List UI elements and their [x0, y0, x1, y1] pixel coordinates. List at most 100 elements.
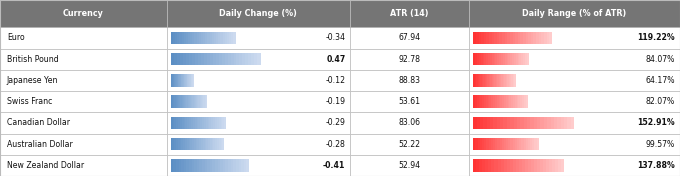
Bar [201, 95, 203, 108]
Bar [483, 117, 487, 129]
Bar [350, 134, 469, 155]
Bar [189, 74, 190, 87]
Bar [507, 53, 509, 65]
Bar [350, 27, 469, 49]
Bar [496, 53, 498, 65]
Bar [490, 117, 494, 129]
Bar [505, 74, 506, 87]
Bar [190, 138, 192, 150]
Bar [554, 117, 558, 129]
Bar [173, 53, 177, 65]
Bar [519, 159, 522, 172]
Text: 52.94: 52.94 [398, 161, 421, 170]
Bar [202, 95, 204, 108]
Bar [503, 53, 505, 65]
Bar [479, 53, 481, 65]
Text: Canadian Dollar: Canadian Dollar [7, 118, 70, 127]
Bar [498, 74, 500, 87]
Bar [525, 53, 527, 65]
Bar [513, 138, 515, 150]
Bar [176, 74, 177, 87]
Bar [528, 159, 531, 172]
Bar [195, 95, 197, 108]
Bar [497, 138, 500, 150]
Bar [497, 32, 500, 44]
Bar [206, 117, 208, 129]
Bar [186, 95, 188, 108]
Bar [207, 159, 210, 172]
Bar [494, 53, 496, 65]
Bar [207, 32, 210, 44]
Bar [480, 74, 482, 87]
Bar [171, 95, 172, 108]
Bar [482, 159, 486, 172]
Text: 64.17%: 64.17% [646, 76, 675, 85]
Bar [182, 138, 184, 150]
Bar [350, 0, 469, 27]
Bar [0, 155, 167, 176]
Bar [476, 32, 479, 44]
Bar [515, 32, 518, 44]
Bar [220, 117, 223, 129]
Bar [509, 159, 513, 172]
Bar [213, 53, 216, 65]
Bar [173, 95, 175, 108]
Bar [183, 138, 185, 150]
Bar [193, 74, 194, 87]
Bar [194, 138, 196, 150]
Bar [209, 32, 212, 44]
Bar [469, 112, 680, 134]
Bar [196, 138, 198, 150]
Bar [496, 74, 498, 87]
Bar [185, 95, 187, 108]
Bar [494, 32, 497, 44]
Bar [226, 159, 228, 172]
Text: 99.57%: 99.57% [646, 140, 675, 149]
Bar [537, 117, 541, 129]
Bar [500, 159, 504, 172]
Bar [495, 138, 498, 150]
Bar [0, 0, 167, 27]
Bar [530, 117, 534, 129]
Bar [537, 159, 540, 172]
Bar [202, 159, 205, 172]
Bar [205, 32, 208, 44]
Bar [216, 53, 219, 65]
Bar [490, 95, 492, 108]
Bar [473, 53, 475, 65]
Bar [203, 32, 205, 44]
Bar [175, 95, 177, 108]
Bar [206, 138, 209, 150]
Bar [254, 53, 258, 65]
Bar [564, 117, 568, 129]
Bar [189, 95, 190, 108]
Bar [473, 74, 475, 87]
Bar [237, 53, 240, 65]
Bar [225, 32, 227, 44]
Bar [199, 95, 200, 108]
Bar [502, 95, 505, 108]
Bar [534, 138, 537, 150]
Text: New Zealand Dollar: New Zealand Dollar [7, 161, 84, 170]
Bar [179, 95, 181, 108]
Text: 52.22: 52.22 [398, 140, 421, 149]
Bar [176, 159, 179, 172]
Bar [526, 32, 528, 44]
Bar [520, 117, 524, 129]
Bar [233, 159, 236, 172]
Bar [187, 74, 188, 87]
Bar [497, 74, 499, 87]
Bar [177, 138, 180, 150]
Bar [477, 117, 480, 129]
Bar [489, 32, 492, 44]
Bar [498, 159, 501, 172]
Bar [167, 134, 350, 155]
Bar [515, 53, 518, 65]
Bar [197, 159, 200, 172]
Bar [173, 32, 175, 44]
Bar [173, 74, 174, 87]
Bar [209, 53, 213, 65]
Bar [218, 159, 220, 172]
Bar [546, 159, 549, 172]
Bar [482, 138, 485, 150]
